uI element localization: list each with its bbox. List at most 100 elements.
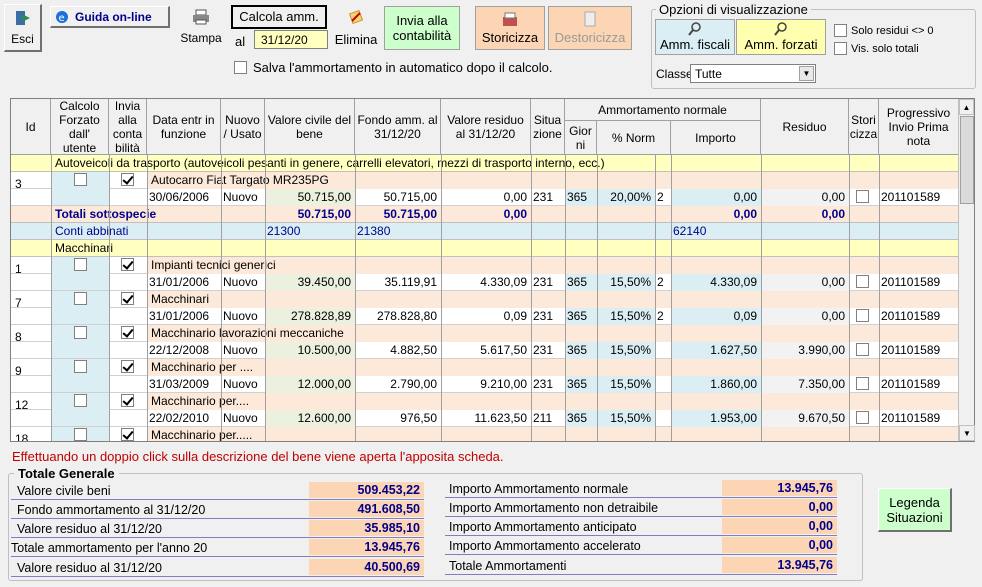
asset-row[interactable]: 3 Autocarro Fiat Targato MR235PG — [11, 172, 959, 206]
asset-description[interactable]: Macchinario per.... — [151, 394, 250, 408]
column-header-date[interactable]: Data entr in funzione — [147, 99, 221, 155]
forced-checkbox[interactable] — [74, 360, 87, 373]
column-header-amount[interactable]: Importo — [671, 121, 761, 155]
send-accounting-button[interactable]: Invia alla contabilità — [384, 6, 460, 50]
column-header-resv[interactable]: Valore residuo al 31/12/20 — [441, 99, 531, 155]
historicize-checkbox[interactable] — [856, 343, 869, 356]
asset-data-row: 31/01/2006 Nuovo 278.828,89 278.828,80 0,09 2… — [11, 308, 959, 325]
column-divider — [565, 155, 566, 441]
column-header-pct[interactable]: % Norm — [597, 121, 671, 155]
historicize-checkbox[interactable] — [856, 275, 869, 288]
forced-amortization-button[interactable]: Amm. forzati — [736, 19, 826, 55]
cell-days: 365 — [567, 343, 588, 357]
asset-description[interactable]: Macchinario lavorazioni meccaniche — [151, 326, 344, 340]
column-header-fund[interactable]: Fondo amm. al 31/12/20 — [355, 99, 441, 155]
send-checkbox[interactable] — [121, 428, 134, 441]
column-header-forced[interactable]: Calcolo Forzato dall' utente — [51, 99, 109, 155]
online-guide-button[interactable]: e Guida on-line — [50, 6, 170, 28]
asset-row[interactable]: 12 Macchinario per.... — [11, 393, 959, 427]
residual-bg — [761, 189, 849, 206]
only-residual-checkbox[interactable] — [834, 24, 847, 37]
asset-row[interactable]: 8 Macchinario lavorazioni meccaniche — [11, 325, 959, 359]
asset-description[interactable]: Macchinario per..... — [151, 428, 253, 442]
exit-button[interactable]: Esci — [4, 4, 42, 52]
forced-checkbox[interactable] — [74, 428, 87, 441]
forced-checkbox[interactable] — [74, 258, 87, 271]
subtotal-row: Totali sottospecie 50.715,00 50.715,00 0,00… — [11, 206, 959, 223]
historicize-checkbox[interactable] — [856, 377, 869, 390]
column-divider — [849, 155, 850, 441]
cell-date: 31/03/2009 — [149, 377, 210, 391]
cell-n: 2 — [657, 309, 664, 323]
asset-row[interactable]: 9 Macchinario per .... — [11, 359, 959, 393]
asset-description[interactable]: Autocarro Fiat Targato MR235PG — [151, 173, 329, 187]
only-residual-option[interactable]: Solo residui <> 0 — [834, 24, 934, 37]
column-header-hist[interactable]: Stori cizza — [849, 99, 879, 155]
send-checkbox[interactable] — [121, 326, 134, 339]
scroll-up-icon[interactable]: ▲ — [959, 99, 974, 115]
autosave-checkbox[interactable] — [234, 61, 247, 74]
grid-scrollbar[interactable]: ▲ ▼ — [958, 99, 975, 441]
send-checkbox[interactable] — [121, 360, 134, 373]
cell-pct: 15,50% — [610, 275, 651, 289]
cell-fund: 2.790,00 — [390, 377, 437, 391]
residual-bg — [761, 308, 849, 325]
asset-row[interactable]: 1 Impianti tecnici generici — [11, 257, 959, 291]
delete-label: Elimina — [334, 32, 378, 47]
forced-checkbox[interactable] — [74, 292, 87, 305]
asset-description[interactable]: Impianti tecnici generici — [151, 258, 276, 272]
calculate-button[interactable]: Calcola amm. — [231, 5, 327, 29]
cell-prog: 201101589 — [881, 377, 941, 391]
historicize-checkbox[interactable] — [856, 190, 869, 203]
asset-desc-bg — [147, 172, 959, 189]
delete-button[interactable]: Elimina — [331, 6, 381, 50]
asset-row[interactable]: 7 Macchinari — [11, 291, 959, 325]
view-options-group — [651, 9, 976, 89]
asset-row[interactable]: 18 Macchinario per..... — [11, 427, 959, 442]
send-checkbox[interactable] — [121, 292, 134, 305]
historicize-button[interactable]: Storicizza — [475, 6, 545, 50]
column-header-prog[interactable]: Progressivo Invio Prima nota — [879, 99, 959, 155]
cell-new: Nuovo — [223, 343, 258, 357]
column-header-civil[interactable]: Valore civile del bene — [265, 99, 355, 155]
column-divider — [655, 155, 656, 441]
forced-checkbox[interactable] — [74, 394, 87, 407]
column-header-residual[interactable]: Residuo — [761, 99, 849, 155]
column-header-new[interactable]: Nuovo / Usato — [221, 99, 265, 155]
print-button[interactable]: Stampa — [175, 6, 227, 48]
unhistoricize-button[interactable]: Destoricizza — [548, 6, 632, 50]
column-divider — [671, 155, 672, 441]
category-label: Autoveicoli da trasporto (autoveicoli pe… — [55, 156, 605, 170]
linked-accounts-row: Conti abbinati 21300 21380 62140 — [11, 223, 959, 240]
scroll-down-icon[interactable]: ▼ — [959, 425, 975, 441]
cell-amount: 1.627,50 — [710, 343, 757, 357]
scroll-thumb[interactable] — [960, 116, 974, 204]
view-options-title: Opzioni di visualizzazione — [656, 2, 811, 17]
asset-description[interactable]: Macchinario per .... — [151, 360, 254, 374]
class-select[interactable]: Tutte ▼ — [690, 64, 816, 83]
forced-checkbox[interactable] — [74, 173, 87, 186]
date-field[interactable] — [254, 30, 328, 49]
send-checkbox[interactable] — [121, 394, 134, 407]
cell-resv: 9.210,00 — [480, 377, 527, 391]
column-header-send[interactable]: Invia alla conta bilità — [109, 99, 147, 155]
legend-button[interactable]: Legenda Situazioni — [878, 488, 952, 532]
column-header-days[interactable]: Gior ni — [565, 121, 597, 155]
only-totals-option[interactable]: Vis. solo totali — [834, 42, 919, 55]
send-checkbox[interactable] — [121, 258, 134, 271]
column-header-sit[interactable]: Situa zione — [531, 99, 565, 155]
cell-sit: 231 — [533, 343, 554, 357]
historicize-checkbox[interactable] — [856, 411, 869, 424]
only-totals-label: Vis. solo totali — [851, 42, 919, 55]
autosave-option[interactable]: Salva l'ammortamento in automatico dopo … — [234, 60, 552, 75]
cell-fund: 4.882,50 — [390, 343, 437, 357]
document-icon — [581, 11, 599, 27]
send-checkbox[interactable] — [121, 173, 134, 186]
only-totals-checkbox[interactable] — [834, 42, 847, 55]
column-header-id[interactable]: Id — [11, 99, 51, 155]
forced-checkbox[interactable] — [74, 326, 87, 339]
asset-description[interactable]: Macchinari — [151, 292, 210, 306]
historicize-checkbox[interactable] — [856, 309, 869, 322]
linked-accounts-label: Conti abbinati — [55, 224, 129, 238]
fiscal-amortization-button[interactable]: Amm. fiscali — [655, 19, 735, 55]
